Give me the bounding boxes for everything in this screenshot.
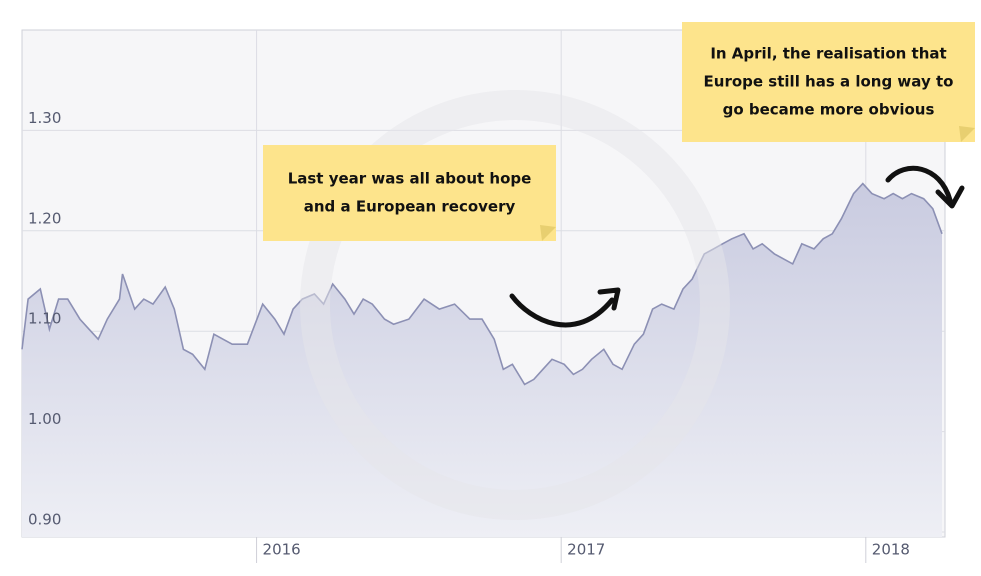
y-tick-label: 1.10 (28, 310, 61, 328)
note-text: and a European recovery (304, 198, 516, 216)
sticky-note (263, 145, 556, 241)
line (21, 182, 943, 386)
y-tick-label: 1.20 (28, 209, 61, 227)
arrow (509, 293, 615, 328)
arrow-head (935, 185, 965, 209)
y-tick-label: 1.00 (28, 410, 61, 428)
sticky-note (682, 22, 975, 142)
x-tick-label: 2017 (567, 541, 605, 559)
note-text: In April, the realisation that (710, 45, 946, 63)
note-fold (959, 126, 975, 142)
arrow-head (597, 287, 621, 311)
arrow (885, 165, 953, 203)
x-tick-label: 2016 (263, 541, 301, 559)
note-text: go became more obvious (723, 101, 935, 119)
y-tick-label: 1.30 (28, 109, 61, 127)
y-tick-label: 0.90 (28, 510, 61, 528)
x-tick-label: 2018 (872, 541, 910, 559)
note-fold (540, 225, 556, 241)
note-text: Europe still has a long way to (704, 73, 954, 91)
note-text: Last year was all about hope (288, 170, 532, 188)
watermark (300, 90, 730, 520)
